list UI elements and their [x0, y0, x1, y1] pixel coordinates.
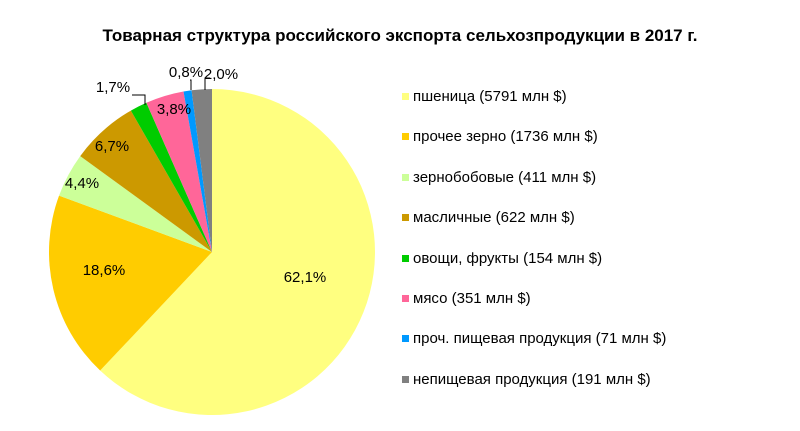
- data-label: 6,7%: [95, 138, 129, 155]
- legend-swatch: [402, 93, 409, 100]
- legend-label: мясо (351 млн $): [413, 290, 531, 307]
- pie-slice: [80, 110, 213, 253]
- data-label: 18,6%: [83, 262, 126, 279]
- pie-slice: [146, 91, 212, 252]
- legend-item: мясо (351 млн $): [402, 290, 531, 307]
- leader-line: [204, 77, 210, 90]
- data-label: 1,7%: [96, 79, 130, 96]
- legend-label: проч. пищевая продукция (71 млн $): [413, 330, 667, 348]
- legend-item: пшеница (5791 млн $): [402, 88, 567, 105]
- data-label: 2,0%: [204, 66, 238, 83]
- legend-label: овощи, фрукты (154 млн $): [413, 249, 603, 267]
- legend-swatch: [402, 295, 409, 302]
- legend-label: масличные (622 млн $): [413, 209, 575, 227]
- legend-item: непищевая продукция (191 млн $): [402, 371, 651, 388]
- legend-swatch: [402, 173, 409, 181]
- data-label: 0,8%: [169, 64, 203, 81]
- legend-swatch: [402, 214, 409, 222]
- data-label: 4,4%: [65, 175, 99, 192]
- legend-swatch: [402, 335, 409, 343]
- legend-label: пшеница (5791 млн $): [413, 88, 567, 105]
- pie-slice: [48, 195, 212, 371]
- leader-line: [190, 79, 192, 90]
- legend-swatch: [402, 133, 409, 141]
- legend-swatch: [402, 375, 409, 383]
- legend-item: овощи, фрукты (154 млн $): [402, 250, 602, 267]
- pie-slice: [183, 90, 212, 252]
- legend-item: проч. пищевая продукция (71 млн $): [402, 330, 666, 347]
- legend-item: прочее зерно (1736 млн $): [402, 128, 598, 145]
- pie-slice: [59, 156, 212, 252]
- chart-title: Товарная структура российского экспорта …: [102, 26, 698, 45]
- pie-slice: [191, 89, 212, 252]
- legend-label: зернобобовые (411 млн $): [413, 168, 597, 186]
- legend-swatch: [402, 254, 409, 262]
- data-label: 62,1%: [284, 269, 327, 286]
- leader-line: [132, 94, 146, 105]
- legend-item: зернобобовые (411 млн $): [402, 169, 596, 186]
- legend-label: прочее зерно (1736 млн $): [413, 128, 598, 146]
- data-label: 3,8%: [157, 101, 191, 118]
- legend-item: масличные (622 млн $): [402, 209, 575, 226]
- pie-slice: [130, 102, 212, 252]
- legend-label: непищевая продукция (191 млн $): [413, 370, 651, 388]
- pie-slice: [100, 89, 376, 415]
